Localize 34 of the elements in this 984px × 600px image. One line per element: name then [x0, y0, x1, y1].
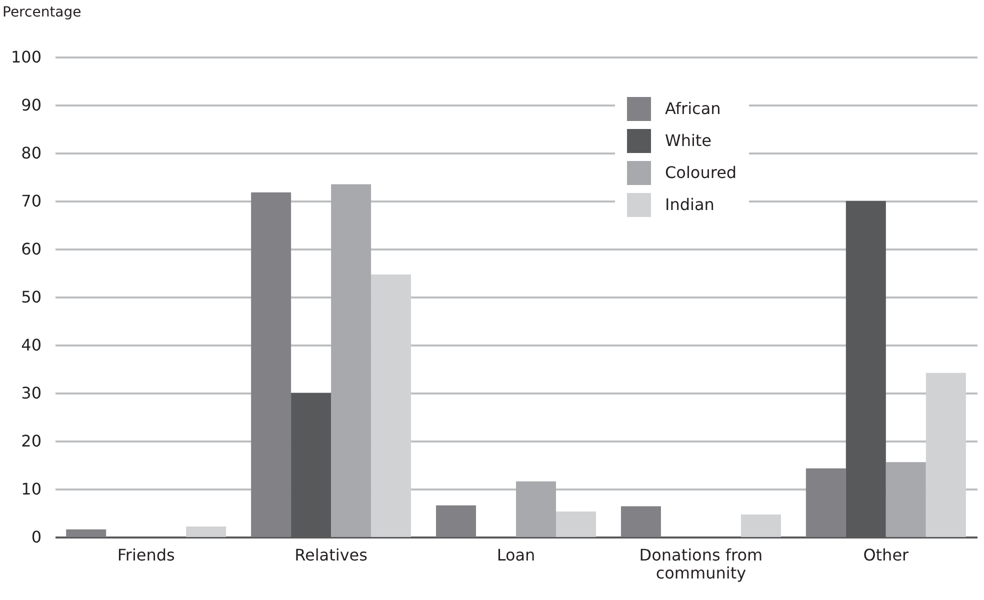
y-tick-label: 80: [21, 144, 42, 162]
y-tick-label: 70: [21, 192, 42, 210]
bar: [926, 372, 966, 537]
bar: [331, 184, 372, 537]
bar: [620, 506, 661, 537]
bar: [886, 462, 926, 537]
legend-label: Coloured: [665, 163, 737, 182]
legend-label: Indian: [665, 195, 714, 214]
x-tick-label: Donations from community: [639, 546, 763, 582]
x-tick-label: Other: [863, 546, 910, 564]
x-tick-label: Relatives: [294, 546, 368, 564]
y-tick-label: 0: [31, 528, 42, 546]
bar: [371, 274, 412, 537]
bar: [740, 514, 781, 537]
bar: [186, 526, 226, 537]
legend-label: White: [665, 131, 712, 150]
y-tick-label: 100: [10, 48, 42, 66]
bar: [556, 512, 596, 537]
y-tick-label: 40: [21, 336, 42, 354]
y-tick-label: 60: [21, 240, 42, 258]
y-axis-title: Percentage: [2, 4, 82, 20]
bar: [516, 481, 556, 537]
bar: [66, 529, 106, 537]
y-tick-label: 90: [21, 96, 42, 114]
x-tick-label: Loan: [496, 546, 536, 564]
y-tick-label: 20: [21, 432, 42, 450]
y-tick-label: 10: [21, 480, 42, 498]
bar: [251, 192, 292, 537]
y-tick-label: 50: [21, 288, 42, 306]
x-tick-label: Friends: [117, 546, 175, 564]
legend-label: African: [665, 99, 721, 118]
bar: [806, 468, 846, 537]
bar: [436, 505, 476, 537]
y-tick-label: 30: [21, 384, 42, 402]
